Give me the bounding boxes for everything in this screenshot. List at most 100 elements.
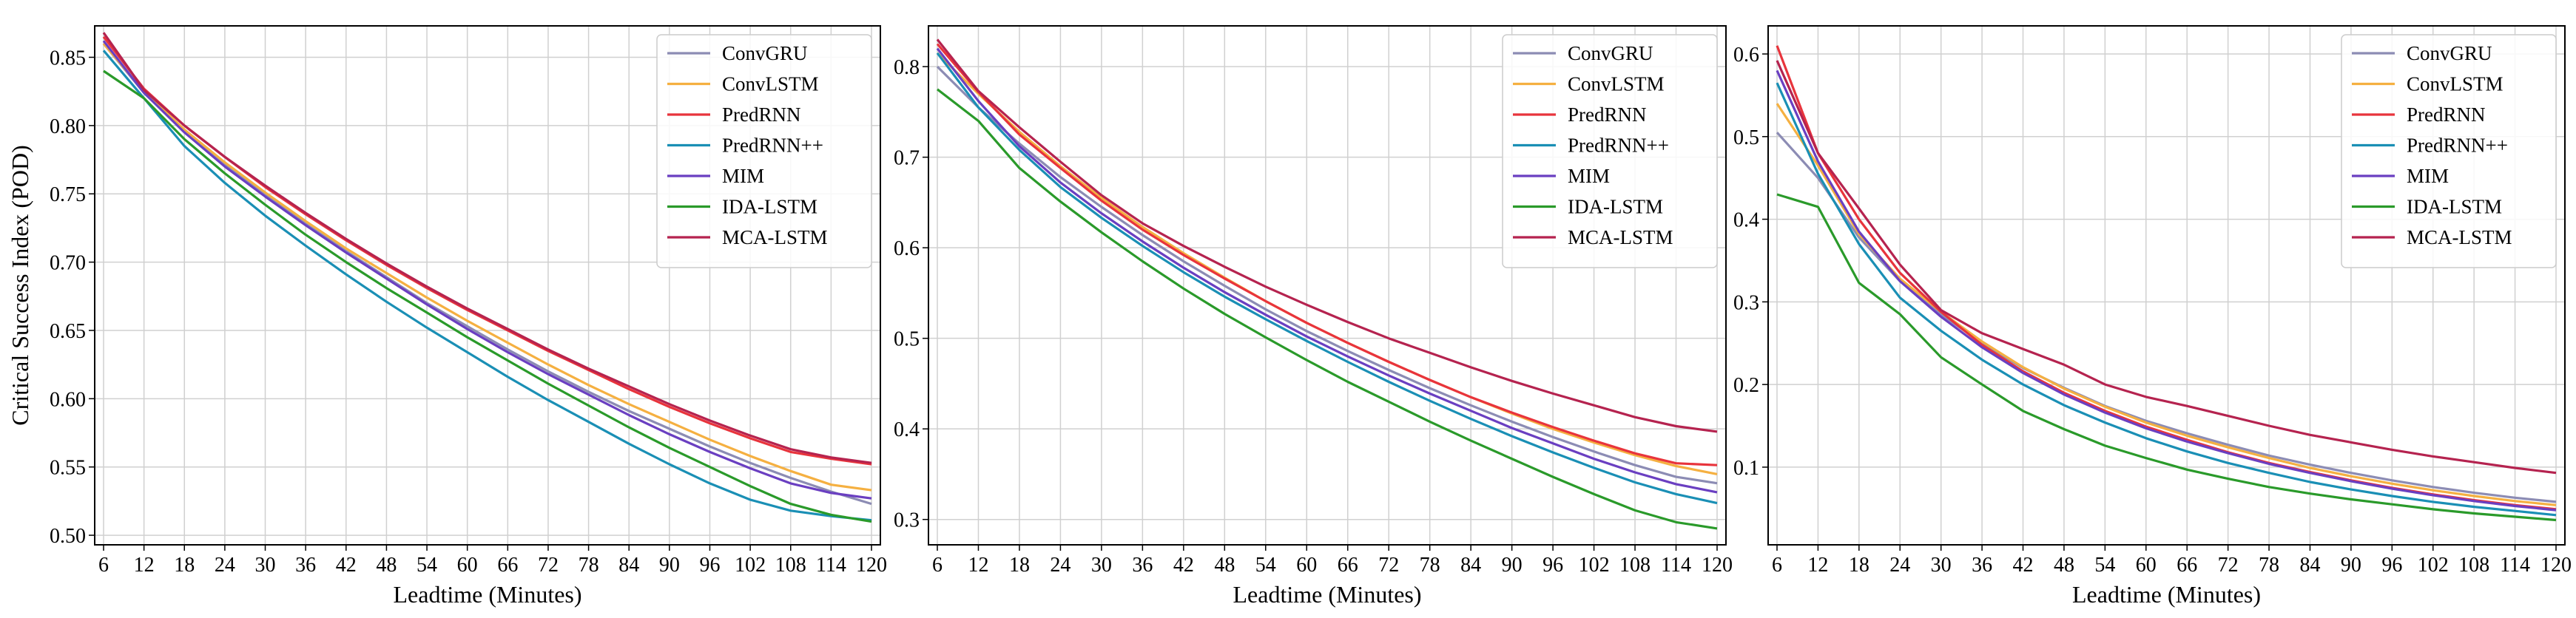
x-axis-label: Leadtime (Minutes): [393, 581, 581, 608]
x-tick-label: 18: [1009, 554, 1030, 577]
x-tick-label: 84: [2299, 554, 2320, 577]
axes-frame: [1767, 25, 2566, 546]
x-tick-label: 66: [2177, 554, 2197, 577]
legend-label-predrnn: PredRNN: [1568, 103, 1647, 126]
x-tick-label: 42: [1173, 554, 1194, 577]
y-tick-label: 0.65: [50, 320, 86, 343]
x-tick-label: 120: [856, 554, 887, 577]
x-tick-label: 54: [2094, 554, 2115, 577]
series-line-convgru: [936, 65, 1718, 485]
x-tick-label: 18: [1849, 554, 1869, 577]
x-tick-label: 96: [699, 554, 720, 577]
legend-box: [2341, 34, 2557, 268]
x-tick-label: 96: [2381, 554, 2402, 577]
legend-label-predrnnpp: PredRNN++: [1568, 135, 1669, 157]
x-tick-label: 24: [1889, 554, 1910, 577]
x-tick-label: 54: [1255, 554, 1276, 577]
x-tick-label: 102: [2418, 554, 2449, 577]
y-tick-label: 0.60: [50, 388, 86, 411]
series-line-convlstm: [102, 42, 872, 492]
x-tick-label: 18: [174, 554, 195, 577]
x-tick-label: 120: [1702, 554, 1733, 577]
y-tick-label: 0.3: [894, 509, 920, 532]
y-tick-label: 0.4: [894, 418, 920, 441]
series-line-predrnn: [936, 43, 1718, 466]
x-tick-label: 108: [2458, 554, 2489, 577]
x-tick-label: 6: [932, 554, 943, 577]
chart-panel-1: 6 12 18 24 30 36 42 48 54 60 66 72 78 84 90 96 102 108 114…: [7, 25, 887, 608]
series-line-ida-lstm: [937, 88, 1718, 530]
series-line-ida-lstm: [103, 69, 872, 523]
legend-label-mim: MIM: [1568, 165, 1610, 187]
y-tick-label: 0.7: [894, 147, 920, 170]
x-tick-label: 66: [1338, 554, 1358, 577]
legend-label-mca-lstm: MCA-LSTM: [722, 226, 828, 248]
series-line-convlstm: [1776, 103, 2557, 506]
legend-label-convgru: ConvGRU: [2407, 42, 2492, 64]
x-tick-label: 114: [816, 554, 846, 577]
legend: ConvGRU ConvLSTM PredRNN PredRNN++ MIM IDA-LS…: [2341, 34, 2557, 268]
chart-panel-3: 6 12 18 24 30 36 42 48 54 60 66 72 78 84 90 96 102 108 114…: [1733, 25, 2572, 608]
y-tick-label: 0.8: [894, 56, 920, 79]
x-tick-label: 78: [2259, 554, 2279, 577]
legend-label-predrnn: PredRNN: [2407, 103, 2486, 126]
x-axis-label: Leadtime (Minutes): [2072, 581, 2261, 608]
series-line-mca-lstm: [936, 38, 1718, 433]
x-tick-label: 30: [1931, 554, 1952, 577]
x-tick-label: 78: [1420, 554, 1440, 577]
x-tick-label: 48: [2054, 554, 2074, 577]
legend-label-mca-lstm: MCA-LSTM: [2407, 226, 2512, 248]
series-line-convgru: [102, 42, 872, 506]
legend-label-convlstm: ConvLSTM: [2407, 73, 2503, 95]
legend-label-ida-lstm: IDA-LSTM: [1568, 196, 1663, 218]
x-tick-label: 84: [618, 554, 639, 577]
x-tick-label: 84: [1460, 554, 1481, 577]
series-line-mim: [1776, 69, 2557, 512]
x-tick-label: 72: [2218, 554, 2239, 577]
y-tick-label: 0.2: [1733, 374, 1759, 397]
x-tick-label: 36: [1132, 554, 1153, 577]
x-tick-label: 90: [659, 554, 680, 577]
y-axis-label: Critical Success Index (POD): [7, 145, 33, 425]
x-tick-label: 60: [1296, 554, 1317, 577]
y-tick-label: 0.3: [1733, 291, 1759, 314]
x-axis-label: Leadtime (Minutes): [1233, 581, 1421, 608]
y-tick-label: 0.6: [894, 237, 920, 260]
series-line-mca-lstm: [1776, 60, 2557, 475]
y-tick-label: 0.55: [50, 457, 86, 480]
x-tick-label: 24: [1050, 554, 1070, 577]
axes-frame: [94, 25, 881, 546]
x-tick-label: 36: [1972, 554, 1992, 577]
x-tick-label: 66: [497, 554, 518, 577]
x-tick-label: 102: [735, 554, 766, 577]
series-line-mim: [936, 47, 1718, 494]
legend-box: [1502, 34, 1718, 268]
x-tick-label: 36: [295, 554, 316, 577]
x-tick-label: 90: [1502, 554, 1523, 577]
legend-label-ida-lstm: IDA-LSTM: [2407, 196, 2502, 218]
legend-label-convlstm: ConvLSTM: [722, 73, 819, 95]
y-tick-label: 0.50: [50, 525, 86, 548]
legend-box: [656, 34, 872, 268]
legend-label-ida-lstm: IDA-LSTM: [722, 196, 817, 218]
x-tick-label: 90: [2341, 554, 2361, 577]
x-tick-label: 48: [1214, 554, 1235, 577]
x-tick-label: 114: [2500, 554, 2530, 577]
y-tick-label: 0.80: [50, 115, 86, 138]
x-tick-label: 42: [2013, 554, 2034, 577]
series-line-mim: [102, 40, 872, 500]
legend-label-predrnnpp: PredRNN++: [722, 135, 823, 157]
legend-label-predrnn: PredRNN: [722, 103, 801, 126]
x-tick-label: 60: [2136, 554, 2157, 577]
x-tick-label: 108: [775, 554, 806, 577]
legend-label-predrnnpp: PredRNN++: [2407, 135, 2508, 157]
legend-label-mim: MIM: [722, 165, 764, 187]
series-line-predrnnpp: [102, 50, 872, 522]
y-tick-label: 0.85: [50, 47, 86, 69]
y-tick-label: 0.5: [1733, 126, 1759, 149]
x-tick-label: 102: [1579, 554, 1610, 577]
x-tick-label: 24: [215, 554, 235, 577]
x-tick-label: 72: [538, 554, 559, 577]
legend-label-mim: MIM: [2407, 165, 2449, 187]
